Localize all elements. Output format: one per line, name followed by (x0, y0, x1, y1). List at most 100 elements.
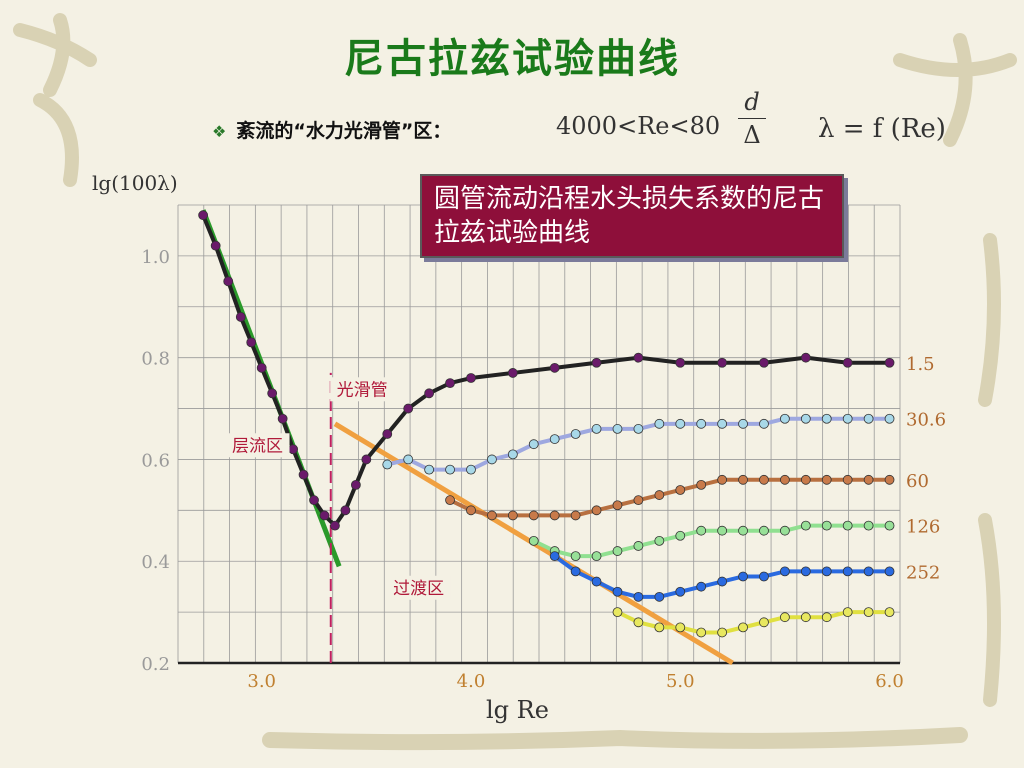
data-point (738, 622, 748, 633)
data-point (842, 566, 853, 577)
data-point (424, 464, 435, 475)
data-point (863, 474, 874, 485)
data-point (863, 520, 874, 531)
data-point (256, 362, 267, 373)
data-point (507, 368, 518, 378)
region-label-bg (330, 377, 395, 402)
data-point (884, 607, 895, 618)
data-point (738, 474, 748, 485)
region-label: 光滑管 (337, 380, 388, 400)
data-point (633, 424, 644, 434)
data-point (445, 495, 455, 506)
data-point (633, 591, 644, 602)
data-point (361, 454, 372, 465)
x-tick-label: 4.0 (457, 671, 486, 692)
data-point (717, 627, 728, 638)
data-point (696, 627, 707, 638)
data-point (717, 357, 728, 368)
y-tick-label: 1.0 (141, 247, 170, 268)
series-126 (528, 520, 895, 562)
x-tick-label: 5.0 (666, 671, 695, 692)
data-point (675, 485, 686, 495)
region-label-bg (386, 575, 451, 600)
data-point (800, 612, 811, 623)
data-point (800, 474, 811, 485)
data-point (759, 525, 769, 536)
series-1.5 (198, 210, 895, 531)
x-tick-label: 3.0 (247, 671, 276, 692)
data-point (738, 525, 748, 536)
data-point (654, 490, 665, 500)
data-point (675, 418, 686, 429)
data-point (466, 464, 476, 475)
series-label: 126 (906, 517, 940, 538)
data-point (759, 357, 769, 368)
data-point (591, 505, 602, 516)
reynolds-range: 4000<Re<80 (556, 112, 721, 140)
data-point (223, 276, 234, 287)
data-point (759, 571, 769, 582)
data-point (487, 454, 497, 465)
y-tick-label: 0.8 (141, 349, 170, 370)
data-point (696, 581, 707, 592)
data-point (654, 418, 665, 429)
data-point (612, 546, 623, 556)
fraction-numerator: d (744, 88, 760, 116)
region-label: 过渡区 (393, 579, 444, 599)
data-point (445, 464, 455, 475)
series-60 (445, 474, 895, 521)
data-point (821, 520, 832, 531)
data-point (696, 525, 707, 536)
series-line (532, 523, 890, 559)
diamond-bullet-icon: ❖ (212, 122, 227, 141)
data-point (717, 576, 728, 587)
data-point (403, 454, 414, 465)
data-point (445, 378, 455, 389)
data-point (821, 566, 832, 577)
series-252 (549, 551, 895, 602)
data-point (800, 566, 811, 577)
chart-callout: 圆管流动沿程水头损失系数的尼古拉兹试验曲线 (420, 174, 844, 258)
data-point (675, 357, 686, 368)
data-point (759, 474, 769, 485)
data-point (759, 617, 769, 628)
data-point (591, 576, 602, 587)
data-point (591, 551, 602, 562)
data-point (717, 418, 728, 429)
data-point (654, 622, 665, 633)
data-point (591, 357, 602, 368)
series-label: 1.5 (906, 354, 935, 375)
data-point (863, 566, 874, 577)
data-point (549, 362, 560, 373)
data-point (340, 505, 351, 516)
data-point (738, 571, 748, 582)
series-label: 60 (906, 471, 929, 492)
data-point (779, 612, 790, 623)
data-point (842, 520, 853, 531)
bullet-text: 紊流的“水力光滑管”区： (236, 120, 452, 142)
data-point (654, 591, 665, 602)
data-point (507, 510, 518, 521)
data-point (717, 474, 728, 485)
data-point (821, 413, 832, 424)
data-point (821, 474, 832, 485)
data-point (717, 525, 728, 536)
data-point (319, 510, 330, 521)
data-point (759, 418, 769, 429)
data-point (235, 312, 246, 322)
data-point (528, 510, 539, 521)
bullet-line: ❖ 紊流的“水力光滑管”区： (212, 116, 451, 143)
data-point (210, 240, 221, 251)
x-axis-label: lg Re (486, 696, 549, 724)
data-point (884, 474, 895, 485)
y-axis-label: lg(100λ) (92, 171, 178, 195)
page-title: 尼古拉兹试验曲线 (344, 36, 680, 82)
data-point (487, 510, 497, 521)
data-point (288, 444, 299, 455)
series-label: 252 (906, 562, 940, 583)
series-label: 30.6 (906, 410, 946, 431)
data-point (800, 520, 811, 531)
data-point (549, 434, 560, 444)
series-line (449, 477, 890, 518)
